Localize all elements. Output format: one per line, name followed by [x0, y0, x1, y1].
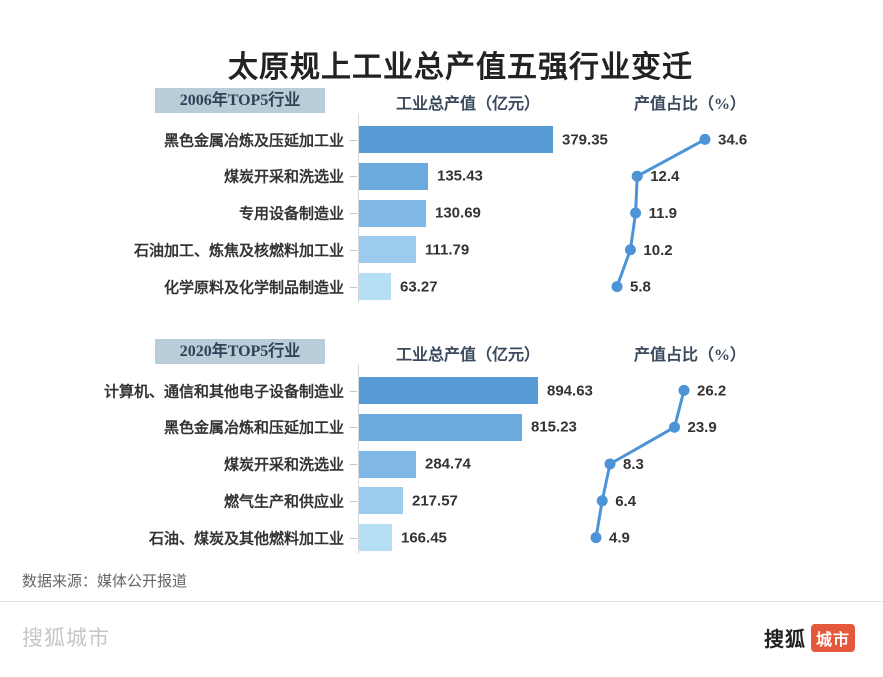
- share-point: [596, 495, 608, 507]
- category-label: 石油加工、炼焦及核燃料加工业: [133, 242, 344, 260]
- industry-row: 石油加工、炼焦及核燃料加工业 111.79: [0, 231, 883, 268]
- value-label: 815.23: [531, 418, 577, 436]
- share-point: [604, 458, 616, 470]
- value-label: 284.74: [425, 455, 471, 473]
- brand-badge: 城市: [810, 623, 855, 652]
- industry-row: 化学原料及化学制品制造业 63.27: [0, 268, 883, 305]
- share-value-label: 11.9: [649, 205, 677, 222]
- share-point: [699, 133, 711, 145]
- share-value-label: 4.9: [609, 530, 630, 547]
- value-label: 379.35: [562, 131, 608, 148]
- industry-row: 石油、煤炭及其他燃料加工业 166.45: [0, 519, 883, 556]
- value-bar: [359, 199, 426, 227]
- industry-row: 黑色金属冶炼及压延加工业 379.35: [0, 121, 883, 158]
- value-bar: [359, 450, 416, 478]
- industry-row: 黑色金属冶炼和压延加工业 815.23: [0, 409, 883, 446]
- value-bar: [359, 126, 553, 153]
- value-label: 135.43: [437, 167, 483, 185]
- sohu-city-logo: 搜狐 城市: [764, 623, 855, 652]
- category-label: 燃气生产和供应业: [223, 493, 344, 511]
- share-point: [669, 421, 680, 433]
- share-line-chart: 34.6 12.4 11.9 10.2 5.8: [611, 131, 747, 296]
- chart-panel-2006: 2006年TOP5行业 工业总产值（亿元） 产值占比（%） 黑色金属冶炼及压延加…: [0, 88, 883, 304]
- value-label: 111.79: [425, 241, 470, 259]
- axis-tick: [350, 213, 357, 215]
- value-column-header: 工业总产值（亿元）: [395, 96, 540, 113]
- axis-tick: [350, 249, 357, 251]
- value-bar: [359, 524, 392, 552]
- brand-name: 搜狐: [763, 629, 806, 651]
- category-label: 专用设备制造业: [238, 205, 344, 223]
- industry-row: 计算机、通信和其他电子设备制造业 894.63: [0, 372, 883, 409]
- share-point: [611, 281, 623, 293]
- axis-tick: [350, 286, 357, 288]
- share-point: [630, 207, 642, 219]
- group-badge-2006: 2006年TOP5行业: [155, 88, 325, 113]
- value-label: 63.27: [400, 278, 438, 296]
- chart-panel-2020: 2020年TOP5行业 工业总产值（亿元） 产值占比（%） 计算机、通信和其他电…: [0, 339, 883, 555]
- share-column-header: 产值占比（%）: [633, 347, 746, 364]
- value-bar: [359, 487, 403, 515]
- bar-rows-2006: 黑色金属冶炼及压延加工业 379.35 煤炭开采和洗选业 135.43 专用设备制造业 1…: [0, 113, 883, 305]
- share-value-label: 8.3: [623, 456, 644, 473]
- share-value-label: 23.9: [688, 419, 717, 436]
- category-label: 计算机、通信和其他电子设备制造业: [103, 383, 344, 400]
- share-point: [590, 532, 602, 544]
- share-value-label: 10.2: [643, 242, 672, 259]
- data-source: 数据来源：媒体公开报道: [22, 573, 188, 590]
- category-label: 煤炭开采和洗选业: [223, 168, 344, 186]
- value-bar: [359, 236, 416, 264]
- value-label: 130.69: [435, 204, 481, 222]
- share-point: [624, 244, 636, 256]
- axis-tick: [350, 139, 357, 141]
- axis-tick: [350, 427, 357, 429]
- value-label: 217.57: [412, 492, 458, 510]
- share-column-header: 产值占比（%）: [633, 96, 746, 113]
- share-value-label: 6.4: [615, 493, 637, 510]
- value-bar: [359, 162, 428, 190]
- page-title: 太原规上工业总产值五强行业变迁: [228, 51, 693, 85]
- axis-tick: [350, 464, 357, 466]
- share-value-label: 26.2: [697, 382, 726, 399]
- share-value-label: 34.6: [718, 131, 747, 148]
- category-label: 化学原料及化学制品制造业: [163, 279, 344, 297]
- share-point: [631, 170, 643, 182]
- panel-header-2020: 2020年TOP5行业 工业总产值（亿元） 产值占比（%）: [0, 339, 883, 364]
- share-point: [678, 384, 690, 396]
- panel-header-2006: 2006年TOP5行业 工业总产值（亿元） 产值占比（%）: [0, 88, 883, 113]
- watermark-text: 搜狐城市: [22, 627, 110, 650]
- category-label: 黑色金属冶炼和压延加工业: [163, 419, 344, 437]
- category-label: 煤炭开采和洗选业: [223, 456, 344, 474]
- value-bar: [359, 413, 522, 441]
- share-line-chart: 26.2 23.9 8.3 6.4 4.9: [590, 382, 726, 547]
- category-label: 黑色金属冶炼及压延加工业: [163, 132, 344, 149]
- share-value-label: 12.4: [650, 168, 680, 185]
- value-label: 166.45: [401, 529, 447, 547]
- footer-divider: [0, 601, 883, 602]
- axis-tick: [350, 537, 357, 539]
- category-label: 石油、煤炭及其他燃料加工业: [148, 530, 344, 548]
- value-bar: [359, 273, 391, 301]
- industry-row: 专用设备制造业 130.69: [0, 195, 883, 232]
- industry-row: 煤炭开采和洗选业 135.43: [0, 158, 883, 195]
- axis-tick: [350, 176, 357, 178]
- group-badge-2020: 2020年TOP5行业: [155, 339, 325, 364]
- share-value-label: 5.8: [630, 279, 651, 296]
- axis-tick: [350, 500, 357, 502]
- value-label: 894.63: [547, 382, 593, 399]
- value-column-header: 工业总产值（亿元）: [395, 347, 540, 364]
- value-bar: [359, 377, 538, 404]
- industry-row: 燃气生产和供应业 217.57: [0, 482, 883, 519]
- bar-rows-2020: 计算机、通信和其他电子设备制造业 894.63 黑色金属冶炼和压延加工业 815.23…: [0, 364, 883, 556]
- industry-row: 煤炭开采和洗选业 284.74: [0, 446, 883, 483]
- axis-tick: [350, 390, 357, 392]
